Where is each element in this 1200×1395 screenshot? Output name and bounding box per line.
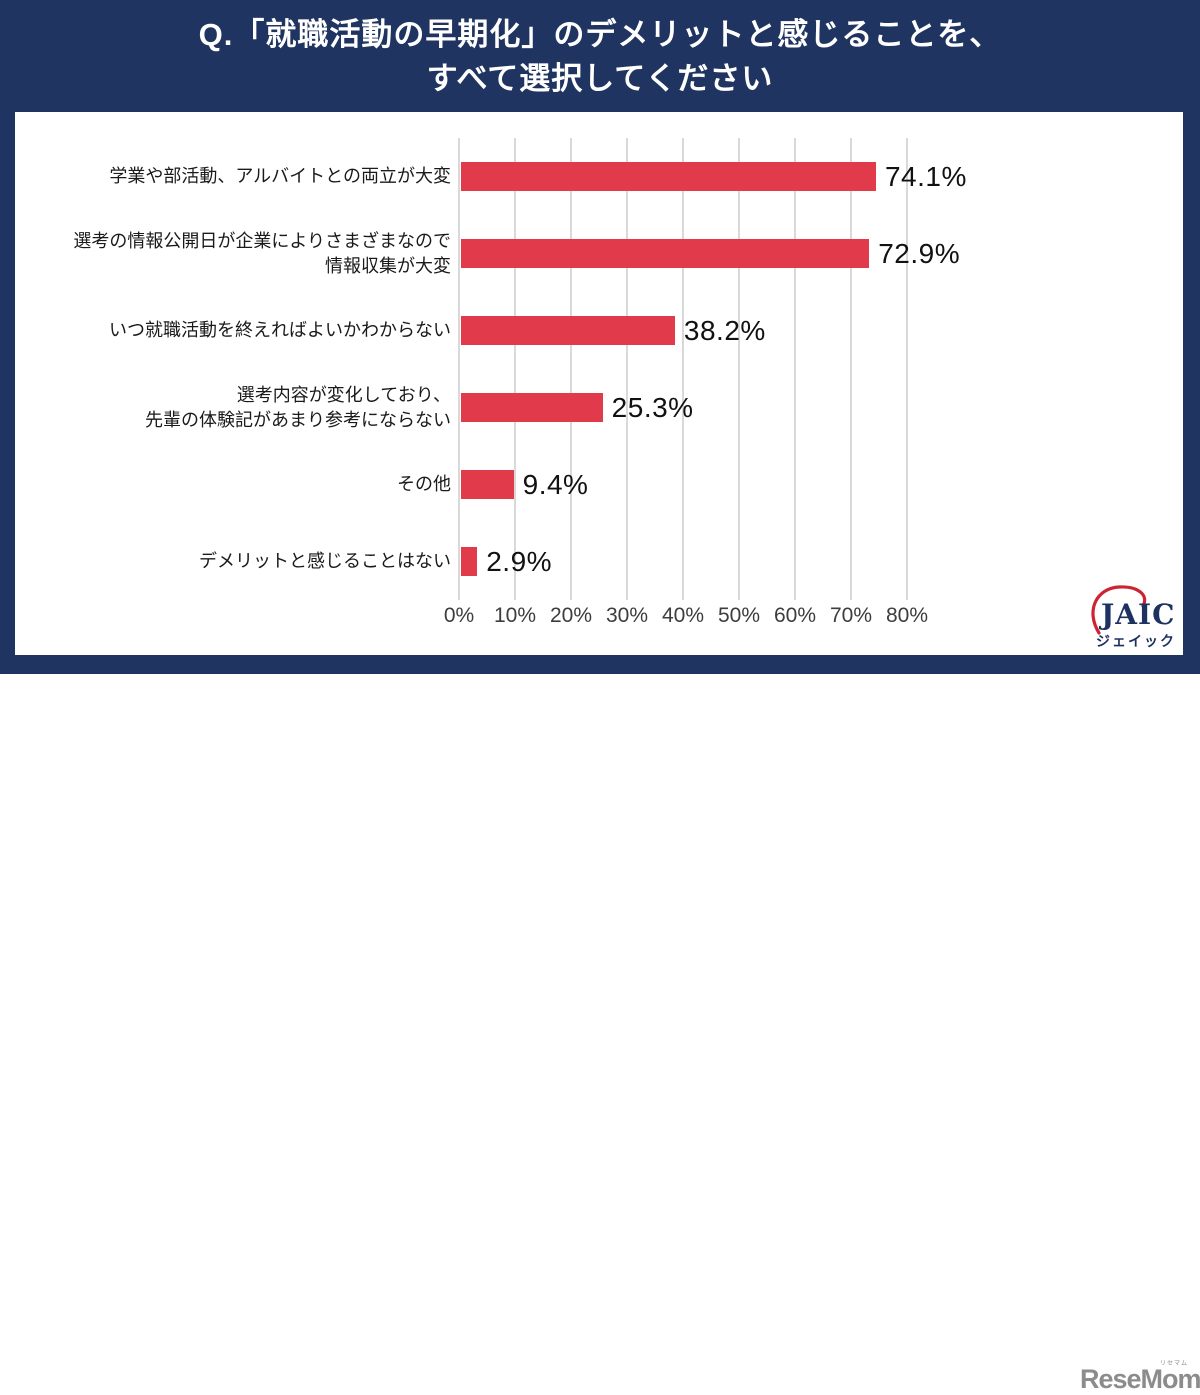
bar-value-label: 2.9% — [486, 545, 553, 577]
bar-value-label: 25.3% — [611, 391, 694, 423]
gridline — [906, 138, 908, 600]
category-label: 選考内容が変化しており、 先輩の体験記があまり参考にならない — [145, 385, 451, 430]
x-tick-label: 10% — [493, 604, 537, 627]
x-tick-label: 20% — [549, 604, 593, 627]
footer-band: リセマム ReseMom. — [0, 674, 1200, 1394]
x-tick-label: 0% — [443, 604, 475, 627]
gridline — [738, 138, 740, 600]
category-label: デメリットと感じることはない — [199, 551, 451, 572]
bar-value-label: 38.2% — [683, 314, 766, 346]
gridline — [850, 138, 852, 600]
bar — [461, 393, 603, 422]
bar — [461, 547, 478, 576]
category-label: 学業や部活動、アルバイトとの両立が大変 — [109, 166, 451, 187]
x-tick-label: 60% — [773, 604, 817, 627]
chart-title-line2: すべて選択してください — [426, 61, 774, 96]
resemom-wordmark: ReseMom. — [1080, 1364, 1200, 1394]
bar-value-label: 74.1% — [884, 160, 967, 192]
jaic-swoosh-icon — [1091, 585, 1147, 635]
bar-value-label: 9.4% — [522, 468, 589, 500]
bar — [461, 316, 675, 345]
bar — [461, 470, 514, 499]
bar-value-label: 72.9% — [878, 237, 961, 269]
gridline — [570, 138, 572, 600]
gridline — [458, 138, 460, 600]
x-tick-label: 80% — [885, 604, 929, 627]
bar — [461, 239, 870, 268]
category-label: いつ就職活動を終えればよいかわからない — [109, 320, 451, 341]
chart-plot: 0% 10% 20% 30% 40% 50% 60% 70% 80% 学業や部活動、アルバイトとの… — [15, 112, 1183, 655]
x-tick-label: 30% — [605, 604, 649, 627]
x-tick-label: 70% — [829, 604, 873, 627]
gridline — [626, 138, 628, 600]
jaic-katakana: ジェイック — [1096, 633, 1176, 649]
jaic-wordmark: JAIC — [1098, 598, 1175, 631]
x-tick-label: 40% — [661, 604, 705, 627]
chart-title: Q.「就職活動の早期化」のデメリットと感じることを、 すべて選択してください — [0, 13, 1200, 101]
chart-card: 0% 10% 20% 30% 40% 50% 60% 70% 80% 学業や部活動、アルバイトとの… — [15, 112, 1183, 655]
category-label: 選考の情報公開日が企業によりさまざまなので 情報収集が大変 — [73, 231, 451, 276]
gridline — [682, 138, 684, 600]
bar — [461, 162, 876, 191]
jaic-logo: JAIC ジェイック — [1091, 585, 1176, 649]
x-tick-label: 50% — [717, 604, 761, 627]
resemom-logo: リセマム ReseMom. — [1080, 1358, 1200, 1395]
chart-title-line1: Q.「就職活動の早期化」のデメリットと感じることを、 — [198, 17, 1002, 52]
category-label: その他 — [397, 474, 451, 495]
gridline — [514, 138, 516, 600]
gridline — [794, 138, 796, 600]
